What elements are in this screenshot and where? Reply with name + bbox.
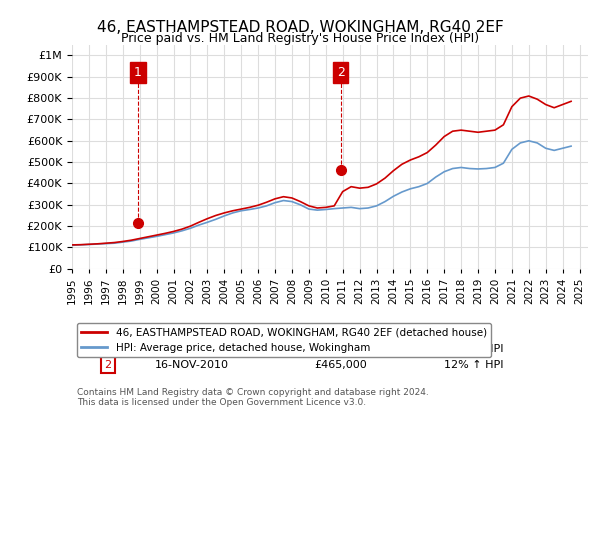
Text: 12% ↑ HPI: 12% ↑ HPI: [443, 360, 503, 370]
Text: 2: 2: [104, 360, 112, 370]
Text: 1: 1: [134, 66, 142, 79]
Text: 12% ↑ HPI: 12% ↑ HPI: [443, 344, 503, 354]
Text: 16-NOV-2010: 16-NOV-2010: [155, 360, 229, 370]
Text: 26-NOV-1998: 26-NOV-1998: [155, 344, 229, 354]
Text: 2: 2: [337, 66, 344, 79]
Text: £465,000: £465,000: [314, 360, 367, 370]
Text: 46, EASTHAMPSTEAD ROAD, WOKINGHAM, RG40 2EF: 46, EASTHAMPSTEAD ROAD, WOKINGHAM, RG40 …: [97, 20, 503, 35]
Text: 1: 1: [104, 344, 112, 354]
Legend: 46, EASTHAMPSTEAD ROAD, WOKINGHAM, RG40 2EF (detached house), HPI: Average price: 46, EASTHAMPSTEAD ROAD, WOKINGHAM, RG40 …: [77, 323, 491, 357]
Text: £215,000: £215,000: [314, 344, 367, 354]
Text: Price paid vs. HM Land Registry's House Price Index (HPI): Price paid vs. HM Land Registry's House …: [121, 32, 479, 45]
Text: Contains HM Land Registry data © Crown copyright and database right 2024.
This d: Contains HM Land Registry data © Crown c…: [77, 388, 429, 407]
